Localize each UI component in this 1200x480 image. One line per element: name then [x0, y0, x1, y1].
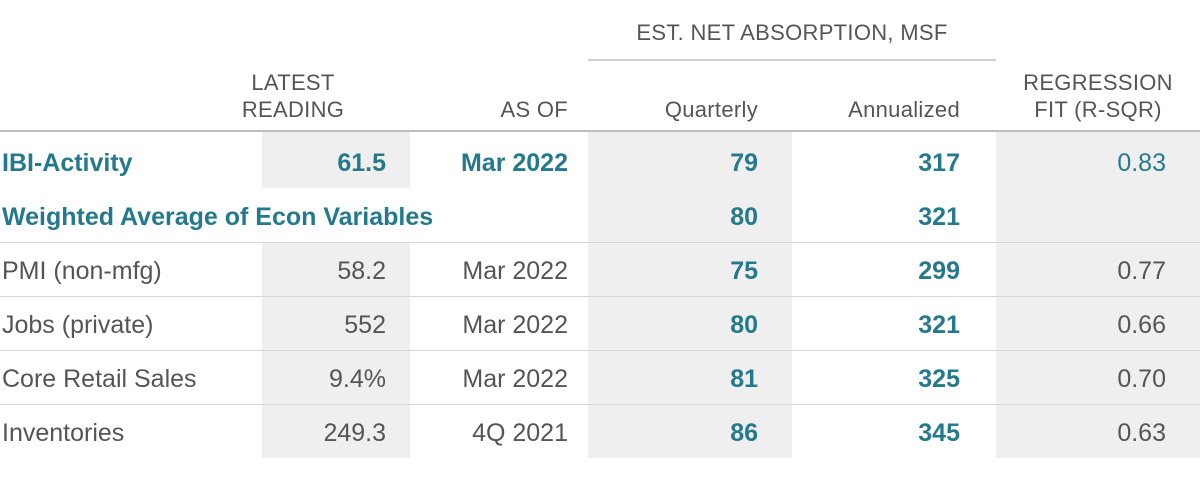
- table-row: Jobs (private) 552 Mar 2022 80 321 0.66: [0, 298, 1200, 352]
- as-of-cell: Mar 2022: [462, 257, 568, 285]
- row-label: Inventories: [2, 419, 125, 447]
- quarterly-band: [588, 132, 792, 458]
- quarterly-cell: 79: [730, 149, 758, 177]
- table-row: IBI-Activity 61.5 Mar 2022 79 317 0.83: [0, 136, 1200, 190]
- row-label: PMI (non-mfg): [2, 257, 162, 285]
- annualized-header: Annualized: [848, 97, 960, 122]
- row-label: IBI-Activity: [2, 149, 133, 177]
- group-header-rule: [588, 59, 996, 61]
- regression-fit-cell: 0.66: [1117, 311, 1166, 339]
- as-of-cell: Mar 2022: [462, 365, 568, 393]
- latest-reading-header-line2: READING: [241, 97, 345, 122]
- row-divider: [0, 404, 1200, 405]
- header-rule: [0, 130, 1200, 132]
- quarterly-cell: 75: [730, 257, 758, 285]
- as-of-cell: Mar 2022: [460, 149, 568, 177]
- latest-reading-cell: 61.5: [337, 149, 386, 177]
- regression-fit-cell: 0.77: [1117, 257, 1166, 285]
- annualized-cell: 321: [918, 203, 960, 231]
- quarterly-header: Quarterly: [664, 97, 758, 122]
- row-label: Core Retail Sales: [2, 365, 197, 393]
- as-of-cell: Mar 2022: [462, 311, 568, 339]
- quarterly-cell: 86: [730, 419, 758, 447]
- row-divider: [0, 242, 1200, 243]
- table-row: Weighted Average of Econ Variables 80 32…: [0, 190, 1200, 244]
- regression-header-line2: FIT (R-SQR): [1034, 97, 1162, 122]
- regression-fit-header: REGRESSION FIT (R-SQR): [1000, 69, 1196, 123]
- row-label: Jobs (private): [2, 311, 154, 339]
- row-divider: [0, 296, 1200, 297]
- row-divider: [0, 350, 1200, 351]
- annualized-cell: 325: [918, 365, 960, 393]
- row-label: Weighted Average of Econ Variables: [2, 203, 434, 231]
- as-of-cell: 4Q 2021: [472, 419, 568, 447]
- latest-reading-header-line1: LATEST: [251, 70, 335, 95]
- table-row: Core Retail Sales 9.4% Mar 2022 81 325 0…: [0, 352, 1200, 406]
- annualized-cell: 299: [918, 257, 960, 285]
- annualized-cell: 321: [918, 311, 960, 339]
- regression-fit-cell: 0.63: [1117, 419, 1166, 447]
- latest-reading-header: LATEST READING: [200, 69, 386, 123]
- latest-reading-band: [262, 132, 410, 188]
- quarterly-cell: 80: [730, 311, 758, 339]
- table-row: Inventories 249.3 4Q 2021 86 345 0.63: [0, 406, 1200, 460]
- latest-reading-cell: 9.4%: [329, 365, 386, 393]
- latest-reading-cell: 552: [344, 311, 386, 339]
- regression-header-line1: REGRESSION: [1023, 70, 1173, 95]
- quarterly-cell: 81: [730, 365, 758, 393]
- latest-reading-cell: 249.3: [323, 419, 386, 447]
- regression-band: [996, 132, 1200, 458]
- annualized-cell: 317: [918, 149, 960, 177]
- table-row: PMI (non-mfg) 58.2 Mar 2022 75 299 0.77: [0, 244, 1200, 298]
- latest-reading-cell: 58.2: [337, 257, 386, 285]
- regression-fit-cell: 0.70: [1117, 365, 1166, 393]
- annualized-cell: 345: [918, 419, 960, 447]
- as-of-header: AS OF: [500, 97, 568, 122]
- quarterly-cell: 80: [730, 203, 758, 231]
- net-absorption-group-header: EST. NET ABSORPTION, MSF: [636, 20, 948, 45]
- regression-fit-cell: 0.83: [1117, 149, 1166, 177]
